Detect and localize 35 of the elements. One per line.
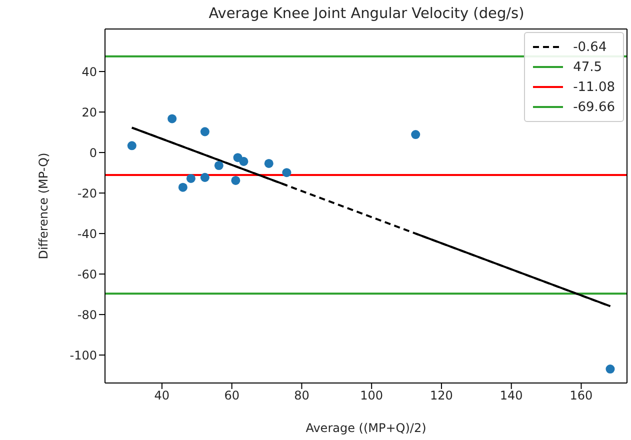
x-tick-label: 60 (224, 388, 240, 403)
point (178, 182, 188, 192)
y-tick-label: -100 (70, 348, 97, 362)
point (200, 127, 210, 136)
y-axis-title: Difference (MP-Q) (36, 152, 50, 260)
y-tick-label: 20 (82, 105, 97, 120)
point (214, 160, 224, 170)
point (411, 130, 420, 140)
point (200, 172, 210, 182)
chart-title: Average Knee Joint Angular Velocity (deg/s) (208, 6, 526, 22)
x-tick-label: 140 (500, 388, 523, 403)
legend-label: -11.08 (573, 80, 615, 94)
legend-label: -0.64 (573, 40, 607, 54)
y-tick-label: -40 (77, 226, 97, 241)
ref-line-label: 47.5 (573, 60, 602, 74)
y-tick-label: 0 (89, 146, 97, 160)
x-tick-label: 100 (360, 388, 384, 403)
x-tick-label: 160 (570, 388, 593, 403)
y-tick-label: -80 (77, 308, 97, 322)
point (239, 156, 248, 166)
x-tick-label: 80 (294, 388, 310, 403)
point (282, 168, 292, 178)
point (264, 158, 274, 168)
y-tick-label: 40 (82, 64, 97, 79)
legend-label: -69.66 (573, 100, 615, 114)
point (127, 141, 136, 150)
x-tick-label: 40 (154, 388, 170, 403)
y-tick-label: -60 (77, 267, 97, 282)
point (168, 114, 177, 124)
x-axis-title: Average ((MP+Q)/2) (306, 421, 426, 435)
point (231, 176, 240, 185)
x-tick-label: 120 (430, 388, 453, 403)
point (186, 174, 196, 183)
y-tick-label: -20 (77, 186, 97, 200)
point (606, 364, 615, 374)
